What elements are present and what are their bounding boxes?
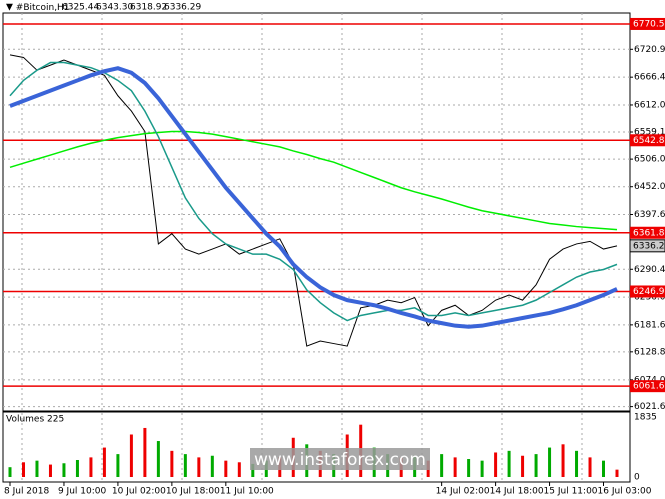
y-tick-label: 6666.40 bbox=[634, 73, 665, 83]
level-label: 6770.55 bbox=[633, 19, 665, 29]
ohlc-open: 6325.44 bbox=[62, 3, 99, 13]
ohlc-low: 6318.92 bbox=[130, 3, 167, 13]
y-tick-label: 6612.00 bbox=[634, 100, 665, 110]
level-box bbox=[630, 226, 665, 239]
volume-title: Volumes 225 bbox=[6, 415, 64, 425]
level-box bbox=[630, 285, 665, 298]
volume-tick-label: 1835 bbox=[634, 413, 657, 423]
price-box bbox=[629, 239, 665, 253]
price-line bbox=[9, 61, 618, 322]
level-box bbox=[630, 134, 665, 147]
level-label: 6361.88 bbox=[633, 228, 665, 238]
watermark: www.instaforex.com bbox=[254, 450, 426, 470]
level-label: 6246.92 bbox=[633, 287, 665, 297]
x-tick-label: 9 Jul 10:00 bbox=[58, 487, 107, 497]
x-tick-label: 16 Jul 03:00 bbox=[598, 487, 652, 497]
price-line bbox=[9, 54, 618, 347]
level-label: 6061.62 bbox=[633, 382, 665, 392]
y-tick-label: 6720.95 bbox=[634, 45, 665, 55]
symbol: #Bitcoin,H1 bbox=[16, 3, 70, 13]
watermark-bg bbox=[250, 448, 430, 470]
level-box bbox=[630, 380, 665, 393]
x-tick-label: 11 Jul 10:00 bbox=[220, 487, 274, 497]
x-tick-label: 14 Jul 18:00 bbox=[490, 487, 544, 497]
price-line bbox=[9, 130, 618, 231]
level-label: 6542.89 bbox=[633, 136, 665, 146]
x-tick-label: 15 Jul 11:00 bbox=[544, 487, 598, 497]
y-tick-label: 6181.60 bbox=[634, 320, 665, 330]
x-tick-label: 8 Jul 2018 bbox=[4, 487, 49, 497]
y-tick-label: 6506.00 bbox=[634, 155, 665, 165]
ohlc-high: 6343.30 bbox=[96, 3, 133, 13]
price-frame bbox=[2, 12, 631, 412]
y-tick-label: 6236.00 bbox=[634, 293, 665, 303]
x-tick-label: 10 Jul 18:00 bbox=[166, 487, 220, 497]
x-tick-label: 14 Jul 02:00 bbox=[436, 487, 490, 497]
price-box-label: 6336.29 bbox=[633, 241, 665, 251]
y-tick-label: 6128.80 bbox=[634, 347, 665, 357]
volume-frame bbox=[2, 411, 631, 483]
volume-tick-label: 0 bbox=[634, 473, 640, 483]
ohlc-close: 6336.29 bbox=[164, 3, 201, 13]
symbol-header: ▼ #Bitcoin,H1 bbox=[6, 3, 70, 13]
y-tick-label: 6559.10 bbox=[634, 127, 665, 137]
y-tick-label: 6290.40 bbox=[634, 265, 665, 275]
y-tick-label: 6021.60 bbox=[634, 402, 665, 412]
y-tick-label: 6452.00 bbox=[634, 182, 665, 192]
x-tick-label: 10 Jul 02:00 bbox=[112, 487, 166, 497]
level-box bbox=[630, 17, 665, 30]
y-tick-label: 6397.60 bbox=[634, 210, 665, 220]
price-line bbox=[9, 66, 618, 329]
